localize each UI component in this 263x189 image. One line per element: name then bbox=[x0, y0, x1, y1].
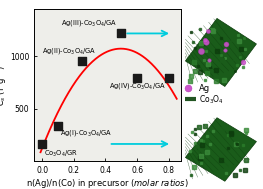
Polygon shape bbox=[185, 19, 256, 87]
Text: Ag(IV)-Co$_3$O$_4$/GA: Ag(IV)-Co$_3$O$_4$/GA bbox=[109, 81, 166, 91]
Text: Co$_3$O$_4$: Co$_3$O$_4$ bbox=[199, 93, 224, 106]
X-axis label: n(Ag)/n(Co) in precursor ($\it{molar\ ratios}$): n(Ag)/n(Co) in precursor ($\it{molar\ ra… bbox=[27, 177, 189, 189]
Point bbox=[119, 32, 123, 35]
Text: Ag(II)-Co$_3$O$_4$/GA: Ag(II)-Co$_3$O$_4$/GA bbox=[42, 46, 97, 56]
Polygon shape bbox=[185, 118, 256, 181]
Text: Ag(III)-Co$_3$O$_4$/GA: Ag(III)-Co$_3$O$_4$/GA bbox=[61, 18, 118, 28]
Point bbox=[56, 125, 60, 128]
Point bbox=[167, 77, 171, 80]
Point bbox=[135, 77, 139, 80]
Text: Ag(I)-Co$_3$O$_4$/GA: Ag(I)-Co$_3$O$_4$/GA bbox=[59, 128, 112, 138]
Point bbox=[80, 59, 84, 62]
Point bbox=[40, 143, 44, 146]
Text: Ag: Ag bbox=[199, 84, 210, 93]
Text: Co$_3$O$_4$/GR: Co$_3$O$_4$/GR bbox=[44, 149, 78, 159]
Y-axis label: $C_s$ (F·g$^{-1}$): $C_s$ (F·g$^{-1}$) bbox=[0, 64, 9, 106]
